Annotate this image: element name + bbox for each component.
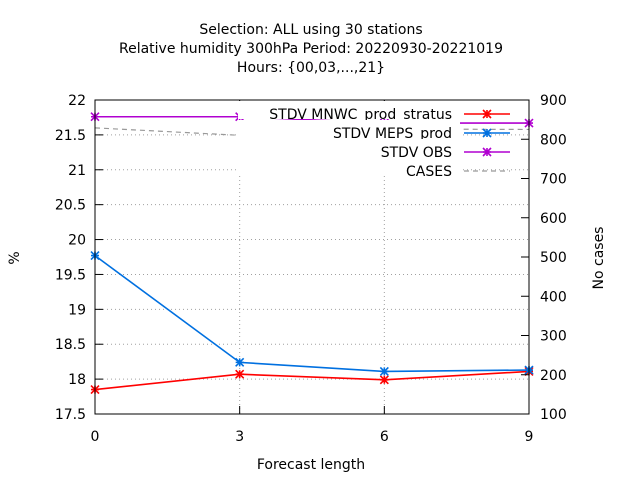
legend-label: STDV OBS (381, 145, 452, 161)
data-point (235, 369, 245, 379)
axes: 17.5 18 18.5 19 19.5 20 20.5 21 21.5 22 100 200 300 4… (55, 93, 567, 445)
legend-marker (482, 128, 492, 138)
y2-tick-label: 900 (540, 93, 567, 109)
y2-tick-label: 800 (540, 132, 567, 148)
x-tick-label: 9 (525, 429, 534, 445)
data-point (235, 357, 245, 367)
y-tick-label: 19 (68, 302, 86, 318)
legend-label: STDV MNWC_prod_stratus (269, 107, 452, 123)
y-tick-label: 18 (68, 372, 86, 388)
x-tick-label: 3 (235, 429, 244, 445)
x-tick-label: 0 (91, 429, 100, 445)
series-line-0 (94, 370, 530, 391)
legend-label: CASES (406, 164, 452, 180)
y-axis-label: % (7, 251, 23, 264)
y2-tick-label: 600 (540, 211, 567, 227)
title-line-2: Relative humidity 300hPa Period: 2022093… (119, 41, 503, 57)
y2-tick-label: 100 (540, 407, 567, 423)
legend-bg (238, 101, 460, 119)
legend-bg (238, 139, 460, 157)
y2-tick-label: 300 (540, 329, 567, 345)
legend-bg (238, 120, 460, 138)
y2-tick-label: 200 (540, 368, 567, 384)
legend-bg (238, 158, 460, 176)
legend: STDV MNWC_prod_stratus STDV MEPS_prod STDV… (238, 101, 510, 180)
y-tick-label: 20.5 (55, 198, 86, 214)
y2-tick-label: 400 (540, 289, 567, 305)
legend-label: STDV MEPS_prod (333, 126, 452, 142)
y-tick-label: 22 (68, 93, 86, 109)
y-tick-label: 17.5 (55, 407, 86, 423)
legend-marker (482, 109, 492, 119)
legend-marker (482, 147, 492, 157)
chart-title: Selection: ALL using 30 stations Relativ… (119, 22, 503, 76)
title-line-3: Hours: {00,03,...,21} (237, 60, 385, 76)
data-point (379, 366, 389, 377)
series-line-1 (94, 254, 530, 373)
y-tick-label: 18.5 (55, 337, 86, 353)
x-axis-label: Forecast length (257, 457, 365, 473)
x-tick-label: 6 (380, 429, 389, 445)
title-line-1: Selection: ALL using 30 stations (199, 22, 422, 38)
y2-axis-label: No cases (591, 227, 607, 290)
y-tick-label: 21 (68, 163, 86, 179)
data-point (379, 375, 389, 385)
y2-tick-label: 700 (540, 172, 567, 188)
y2-tick-label: 500 (540, 250, 567, 266)
y-tick-label: 20 (68, 233, 86, 249)
y-tick-label: 21.5 (55, 128, 86, 144)
y-tick-label: 19.5 (55, 267, 86, 283)
